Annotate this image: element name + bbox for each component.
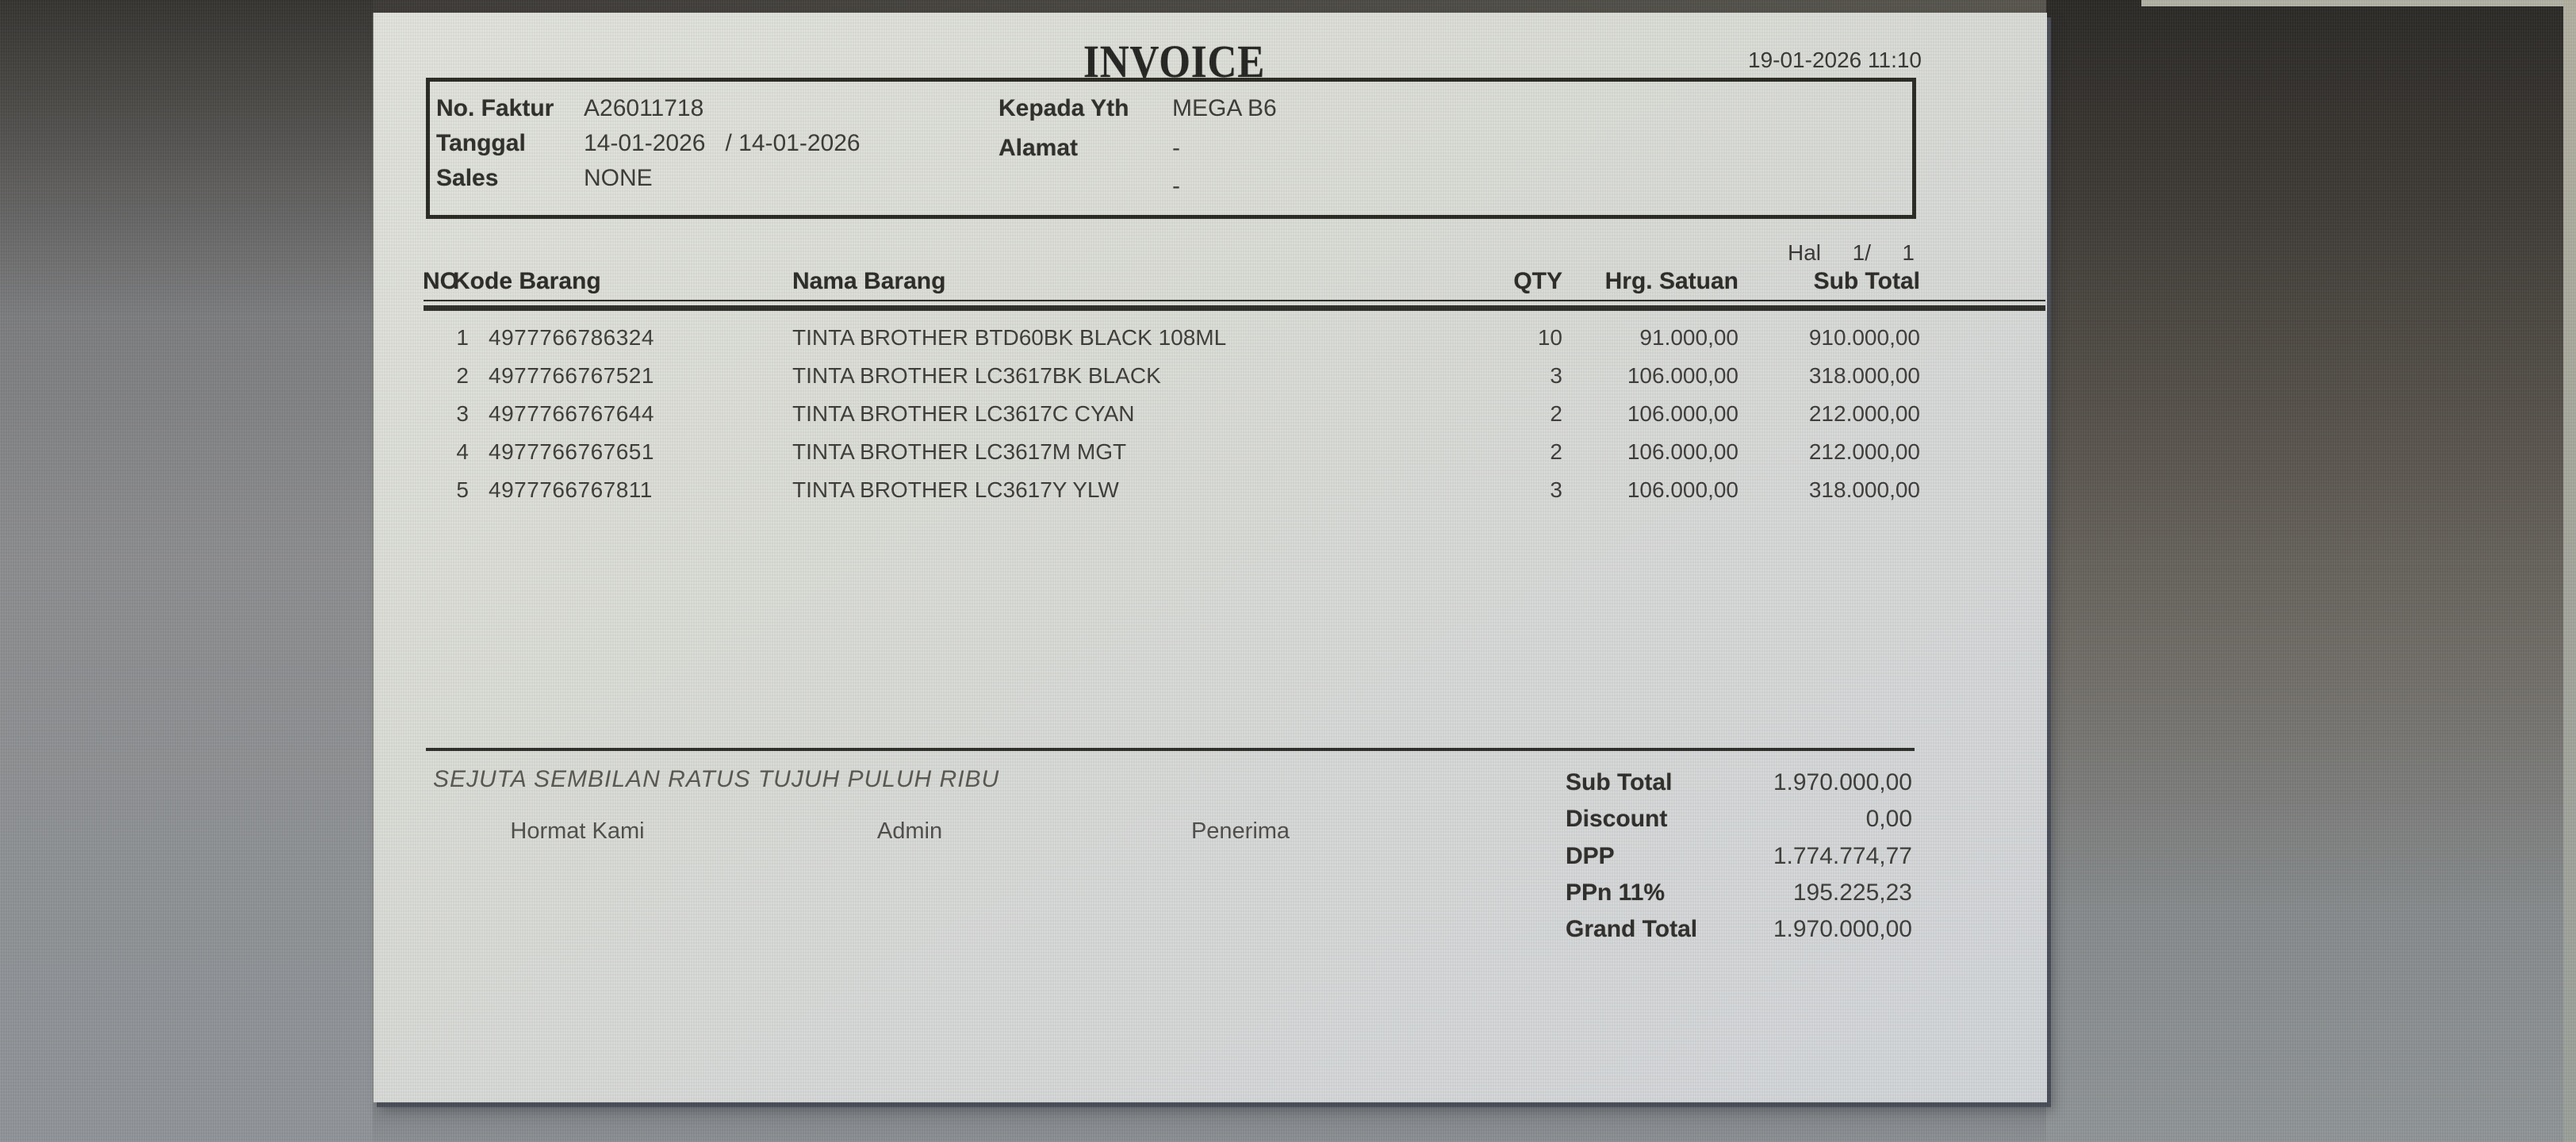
total-label-1: Discount	[1566, 806, 1668, 832]
col-header-nama: Nama Barang	[792, 268, 946, 294]
item-row-4-qty: 2	[1550, 439, 1562, 464]
total-label-4: Grand Total	[1566, 916, 1698, 942]
total-value-3: 195.225,23	[1792, 879, 1912, 906]
alamat-value: -	[1172, 135, 1180, 161]
item-row-1-kode: 4977766786324	[489, 325, 654, 350]
kepada-yth-value: MEGA B6	[1172, 95, 1277, 121]
item-row-3-sub: 212.000,00	[1808, 401, 1920, 426]
item-row-1-no: 1	[456, 325, 469, 350]
item-row-4-nama: TINTA BROTHER LC3617M MGT	[792, 439, 1127, 464]
alamat-value-line2: -	[1172, 173, 1180, 199]
item-row-5-qty: 3	[1550, 477, 1562, 502]
total-value-1: 0,00	[1865, 806, 1912, 832]
col-header-kode: Kode Barang	[453, 268, 601, 294]
backdrop-bottom-strip	[373, 1102, 2046, 1142]
item-row-1-qty: 10	[1537, 325, 1562, 350]
page-indicator-total: 1	[1902, 240, 1915, 265]
item-row-4-sub: 212.000,00	[1808, 439, 1920, 464]
total-label-3: PPn 11%	[1566, 879, 1666, 906]
total-label-0: Sub Total	[1566, 769, 1673, 795]
col-header-hrg-satuan: Hrg. Satuan	[1604, 268, 1738, 294]
total-value-4: 1.970.000,00	[1773, 916, 1912, 942]
table-header-rule-thin	[424, 300, 2045, 301]
invoice-header-box	[426, 78, 1916, 219]
item-row-4-no: 4	[456, 439, 469, 464]
item-row-2-qty: 3	[1550, 363, 1562, 388]
item-row-5-hrg: 106.000,00	[1627, 477, 1738, 502]
col-header-qty: QTY	[1513, 268, 1562, 294]
invoice-page: INVOICE 19-01-2026 11:10 No. Faktur A260…	[373, 13, 2047, 1102]
col-header-no: NO	[423, 268, 458, 294]
item-row-3-kode: 4977766767644	[489, 401, 654, 426]
sales-label: Sales	[436, 165, 499, 191]
signature-admin: Admin	[876, 818, 943, 844]
item-row-5-kode: 4977766767811	[489, 477, 653, 502]
page-indicator-current: 1/	[1852, 240, 1871, 265]
item-row-5-sub: 318.000,00	[1808, 477, 1920, 502]
item-row-2-hrg: 106.000,00	[1627, 363, 1738, 388]
tanggal-value: 14-01-2026 / 14-01-2026	[584, 130, 861, 156]
item-row-2-sub: 318.000,00	[1808, 363, 1920, 388]
backdrop-left	[0, 0, 373, 1142]
item-row-1-hrg: 91.000,00	[1639, 325, 1738, 350]
item-row-2-no: 2	[456, 363, 469, 388]
table-header-rule-thick	[424, 305, 2045, 311]
item-row-5-nama: TINTA BROTHER LC3617Y YLW	[792, 477, 1119, 502]
signature-penerima: Penerima	[1190, 818, 1290, 844]
backdrop-right-edge-strip	[2563, 0, 2576, 1142]
backdrop-topright-highlight	[2141, 0, 2563, 6]
page-indicator-label: Hal	[1788, 240, 1822, 265]
total-value-2: 1.774.774,77	[1773, 843, 1912, 869]
no-faktur-value: A26011718	[584, 95, 704, 121]
amount-in-words: SEJUTA SEMBILAN RATUS TUJUH PULUH RIBU	[433, 766, 1000, 792]
signature-hormat-kami: Hormat Kami	[510, 818, 645, 844]
total-value-0: 1.970.000,00	[1773, 769, 1912, 795]
total-label-2: DPP	[1566, 843, 1615, 869]
item-row-4-hrg: 106.000,00	[1627, 439, 1738, 464]
footer-separator-line	[426, 748, 1915, 751]
item-row-3-hrg: 106.000,00	[1627, 401, 1738, 426]
alamat-label: Alamat	[999, 135, 1079, 161]
sales-value: NONE	[584, 165, 653, 191]
item-row-3-nama: TINTA BROTHER LC3617C CYAN	[792, 401, 1135, 426]
print-datetime: 19-01-2026 11:10	[1748, 48, 1922, 72]
item-row-5-no: 5	[456, 477, 469, 502]
no-faktur-label: No. Faktur	[436, 95, 554, 121]
tanggal-label: Tanggal	[436, 130, 526, 156]
item-row-1-sub: 910.000,00	[1808, 325, 1920, 350]
kepada-yth-label: Kepada Yth	[999, 95, 1129, 121]
item-row-1-nama: TINTA BROTHER BTD60BK BLACK 108ML	[792, 325, 1227, 350]
item-row-3-qty: 2	[1550, 401, 1562, 426]
item-row-2-nama: TINTA BROTHER LC3617BK BLACK	[792, 363, 1161, 388]
item-row-2-kode: 4977766767521	[489, 363, 654, 388]
item-row-4-kode: 4977766767651	[489, 439, 654, 464]
backdrop-right	[2046, 0, 2563, 1142]
backdrop-top-strip	[373, 0, 2046, 13]
item-row-3-no: 3	[456, 401, 469, 426]
col-header-sub-total: Sub Total	[1813, 268, 1920, 294]
